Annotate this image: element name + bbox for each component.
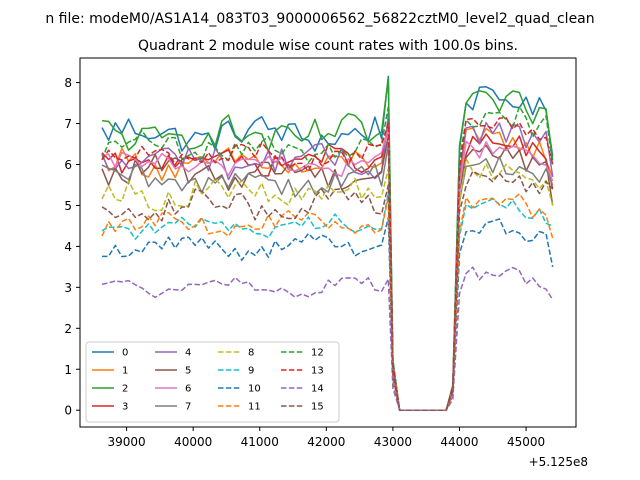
x-tick-label: 41000 [241, 435, 279, 449]
x-tick-label: 43000 [374, 435, 412, 449]
series-line-7 [101, 143, 554, 411]
legend-label-1: 1 [122, 366, 128, 377]
legend-frame [85, 341, 340, 423]
y-tick-label: 3 [64, 281, 72, 295]
series-line-11 [101, 193, 554, 411]
legend-label-11: 11 [248, 402, 261, 413]
x-tick-label: 44000 [440, 435, 478, 449]
series-line-10 [101, 216, 554, 411]
legend-label-6: 6 [185, 384, 191, 395]
legend-label-15: 15 [311, 402, 324, 413]
x-axis: 39000 40000 41000 42000 43000 44000 45000 [108, 427, 545, 449]
legend-label-8: 8 [248, 348, 254, 359]
x-tick-label: 40000 [174, 435, 212, 449]
y-axis: 0 1 2 3 4 5 6 7 8 [64, 76, 80, 418]
y-tick-label: 4 [64, 240, 72, 254]
legend-label-5: 5 [185, 366, 191, 377]
y-tick-label: 8 [64, 76, 72, 90]
series-line-8 [101, 157, 554, 411]
y-tick-label: 2 [64, 322, 72, 336]
series-line-6 [101, 126, 554, 411]
x-tick-label: 39000 [108, 435, 146, 449]
series-line-13 [101, 117, 554, 411]
series-line-14 [101, 266, 554, 411]
legend-label-0: 0 [122, 348, 128, 359]
series-line-12 [101, 105, 554, 411]
plot-frame [79, 57, 577, 428]
figure-suptitle: n file: modeM0/AS1A14_083T03_9000006562_… [45, 11, 594, 27]
x-tick-label: 42000 [307, 435, 345, 449]
legend-label-13: 13 [311, 366, 324, 377]
x-offset-label: +5.125e8 [529, 455, 588, 469]
legend-label-4: 4 [185, 348, 191, 359]
legend-label-9: 9 [248, 366, 254, 377]
x-tick-label: 45000 [507, 435, 545, 449]
legend-label-2: 2 [122, 384, 128, 395]
legend-label-10: 10 [248, 384, 261, 395]
legend-label-7: 7 [185, 402, 191, 413]
series-line-2 [101, 77, 554, 411]
series-line-15 [101, 170, 554, 411]
y-tick-label: 1 [64, 363, 72, 377]
y-tick-label: 0 [64, 404, 72, 418]
legend-label-3: 3 [122, 402, 128, 413]
y-tick-label: 6 [64, 158, 72, 172]
chart-title: Quadrant 2 module wise count rates with … [138, 38, 518, 54]
y-tick-label: 7 [64, 117, 72, 131]
series-line-4 [101, 114, 554, 411]
legend-label-14: 14 [311, 384, 324, 395]
series-layer [101, 75, 554, 411]
series-line-9 [101, 192, 553, 411]
y-tick-label: 5 [64, 199, 72, 213]
legend-label-12: 12 [311, 348, 324, 359]
